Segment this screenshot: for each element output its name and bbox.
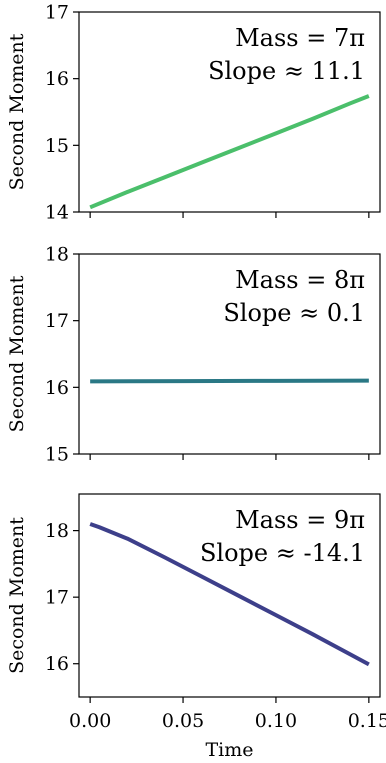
y-axis-label: Second Moment (6, 517, 28, 674)
y-tick-label: 17 (45, 587, 69, 609)
series-line-1 (89, 522, 370, 667)
slope-annotation: Slope ≈ -14.1 (200, 539, 365, 567)
y-tick-label: 17 (45, 310, 69, 332)
axes-frame (78, 11, 381, 213)
axes-frame (78, 493, 381, 698)
panel-3: 16 17 18 0.00 0.05 0.10 0.15 Second Moment Time M… (6, 493, 386, 761)
panel-1: 14 15 16 17 Second Moment Mass = 7π Slope ≈ 11… (6, 2, 381, 224)
y-tick-label: 15 (45, 444, 69, 466)
slope-annotation: Slope ≈ 11.1 (208, 57, 365, 85)
y-tick-label: 16 (45, 653, 69, 675)
axes-frame (78, 253, 381, 455)
y-tick-label: 16 (45, 377, 69, 399)
panel-2: 15 16 17 18 Second Moment Mass = 8π Slope ≈ 0.… (6, 244, 381, 466)
y-tick-label: 18 (45, 520, 69, 542)
y-tick-label: 18 (45, 244, 69, 266)
y-axis-label: Second Moment (6, 33, 28, 190)
mass-annotation: Mass = 8π (235, 266, 365, 294)
x-tick-label: 0.10 (255, 710, 297, 732)
slope-annotation: Slope ≈ 0.1 (223, 299, 365, 327)
y-tick-label: 17 (45, 2, 69, 24)
series-line-1 (90, 378, 369, 384)
x-tick-label: 0.05 (162, 710, 204, 732)
y-axis-label: Second Moment (6, 275, 28, 432)
series-line-1 (89, 94, 370, 210)
x-axis-label: Time (205, 739, 253, 761)
mass-annotation: Mass = 7π (235, 24, 365, 52)
mass-annotation: Mass = 9π (235, 506, 365, 534)
x-tick-label: 0.15 (348, 710, 386, 732)
x-tick-label: 0.00 (69, 710, 111, 732)
y-tick-label: 16 (45, 68, 69, 90)
y-tick-label: 14 (45, 202, 69, 224)
y-tick-label: 15 (45, 135, 69, 157)
